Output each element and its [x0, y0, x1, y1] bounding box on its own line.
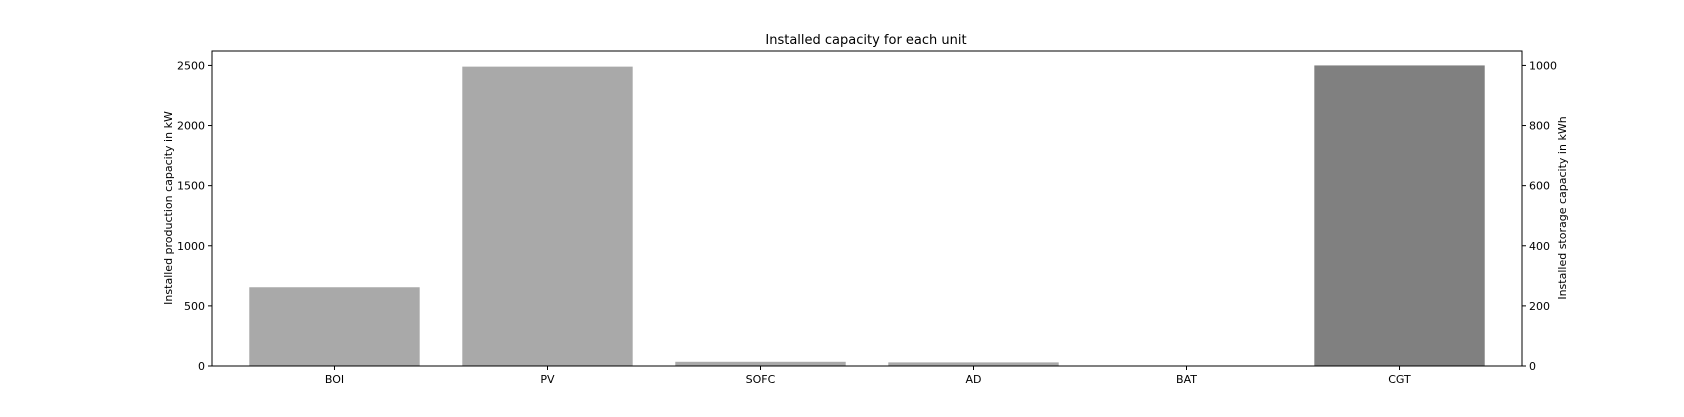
bar-sofc-left	[675, 361, 846, 366]
y-left-tick-label: 500	[184, 300, 205, 313]
x-tick-label: BAT	[1176, 373, 1197, 386]
y-left-tick-label: 1000	[177, 240, 205, 253]
x-tick-label: PV	[540, 373, 555, 386]
bars-group	[249, 65, 1485, 367]
y-right-tick-label: 400	[1529, 240, 1550, 253]
y-left-tick-label: 2000	[177, 120, 205, 133]
y-right-tick-label: 1000	[1529, 59, 1557, 72]
y-axis-left: 0 500 1000 1500 2000 2500	[177, 59, 212, 373]
x-tick-label: CGT	[1388, 373, 1411, 386]
bar-pv-left	[462, 66, 633, 367]
y-axis-left-label: Installed production capacity in kW	[162, 111, 175, 305]
y-right-tick-label: 200	[1529, 300, 1550, 313]
x-axis: BOI PV SOFC AD BAT CGT	[325, 366, 1411, 386]
x-tick-label: BOI	[325, 373, 344, 386]
bar-ad-left	[888, 362, 1059, 366]
x-tick-label: SOFC	[746, 373, 776, 386]
x-tick-label: AD	[966, 373, 982, 386]
y-left-tick-label: 0	[198, 360, 205, 373]
y-right-tick-label: 600	[1529, 180, 1550, 193]
y-axis-right-label: Installed storage capacity in kWh	[1556, 116, 1569, 299]
y-left-tick-label: 1500	[177, 180, 205, 193]
y-axis-right: 0 200 400 600 800 1000	[1522, 59, 1557, 373]
plot-frame	[211, 50, 1523, 367]
chart-title: Installed capacity for each unit	[765, 33, 966, 48]
bar-boi-left	[249, 287, 420, 366]
y-right-tick-label: 800	[1529, 120, 1550, 133]
y-left-tick-label: 2500	[177, 59, 205, 72]
bar-cgt-right	[1314, 65, 1485, 366]
y-right-tick-label: 0	[1529, 360, 1536, 373]
